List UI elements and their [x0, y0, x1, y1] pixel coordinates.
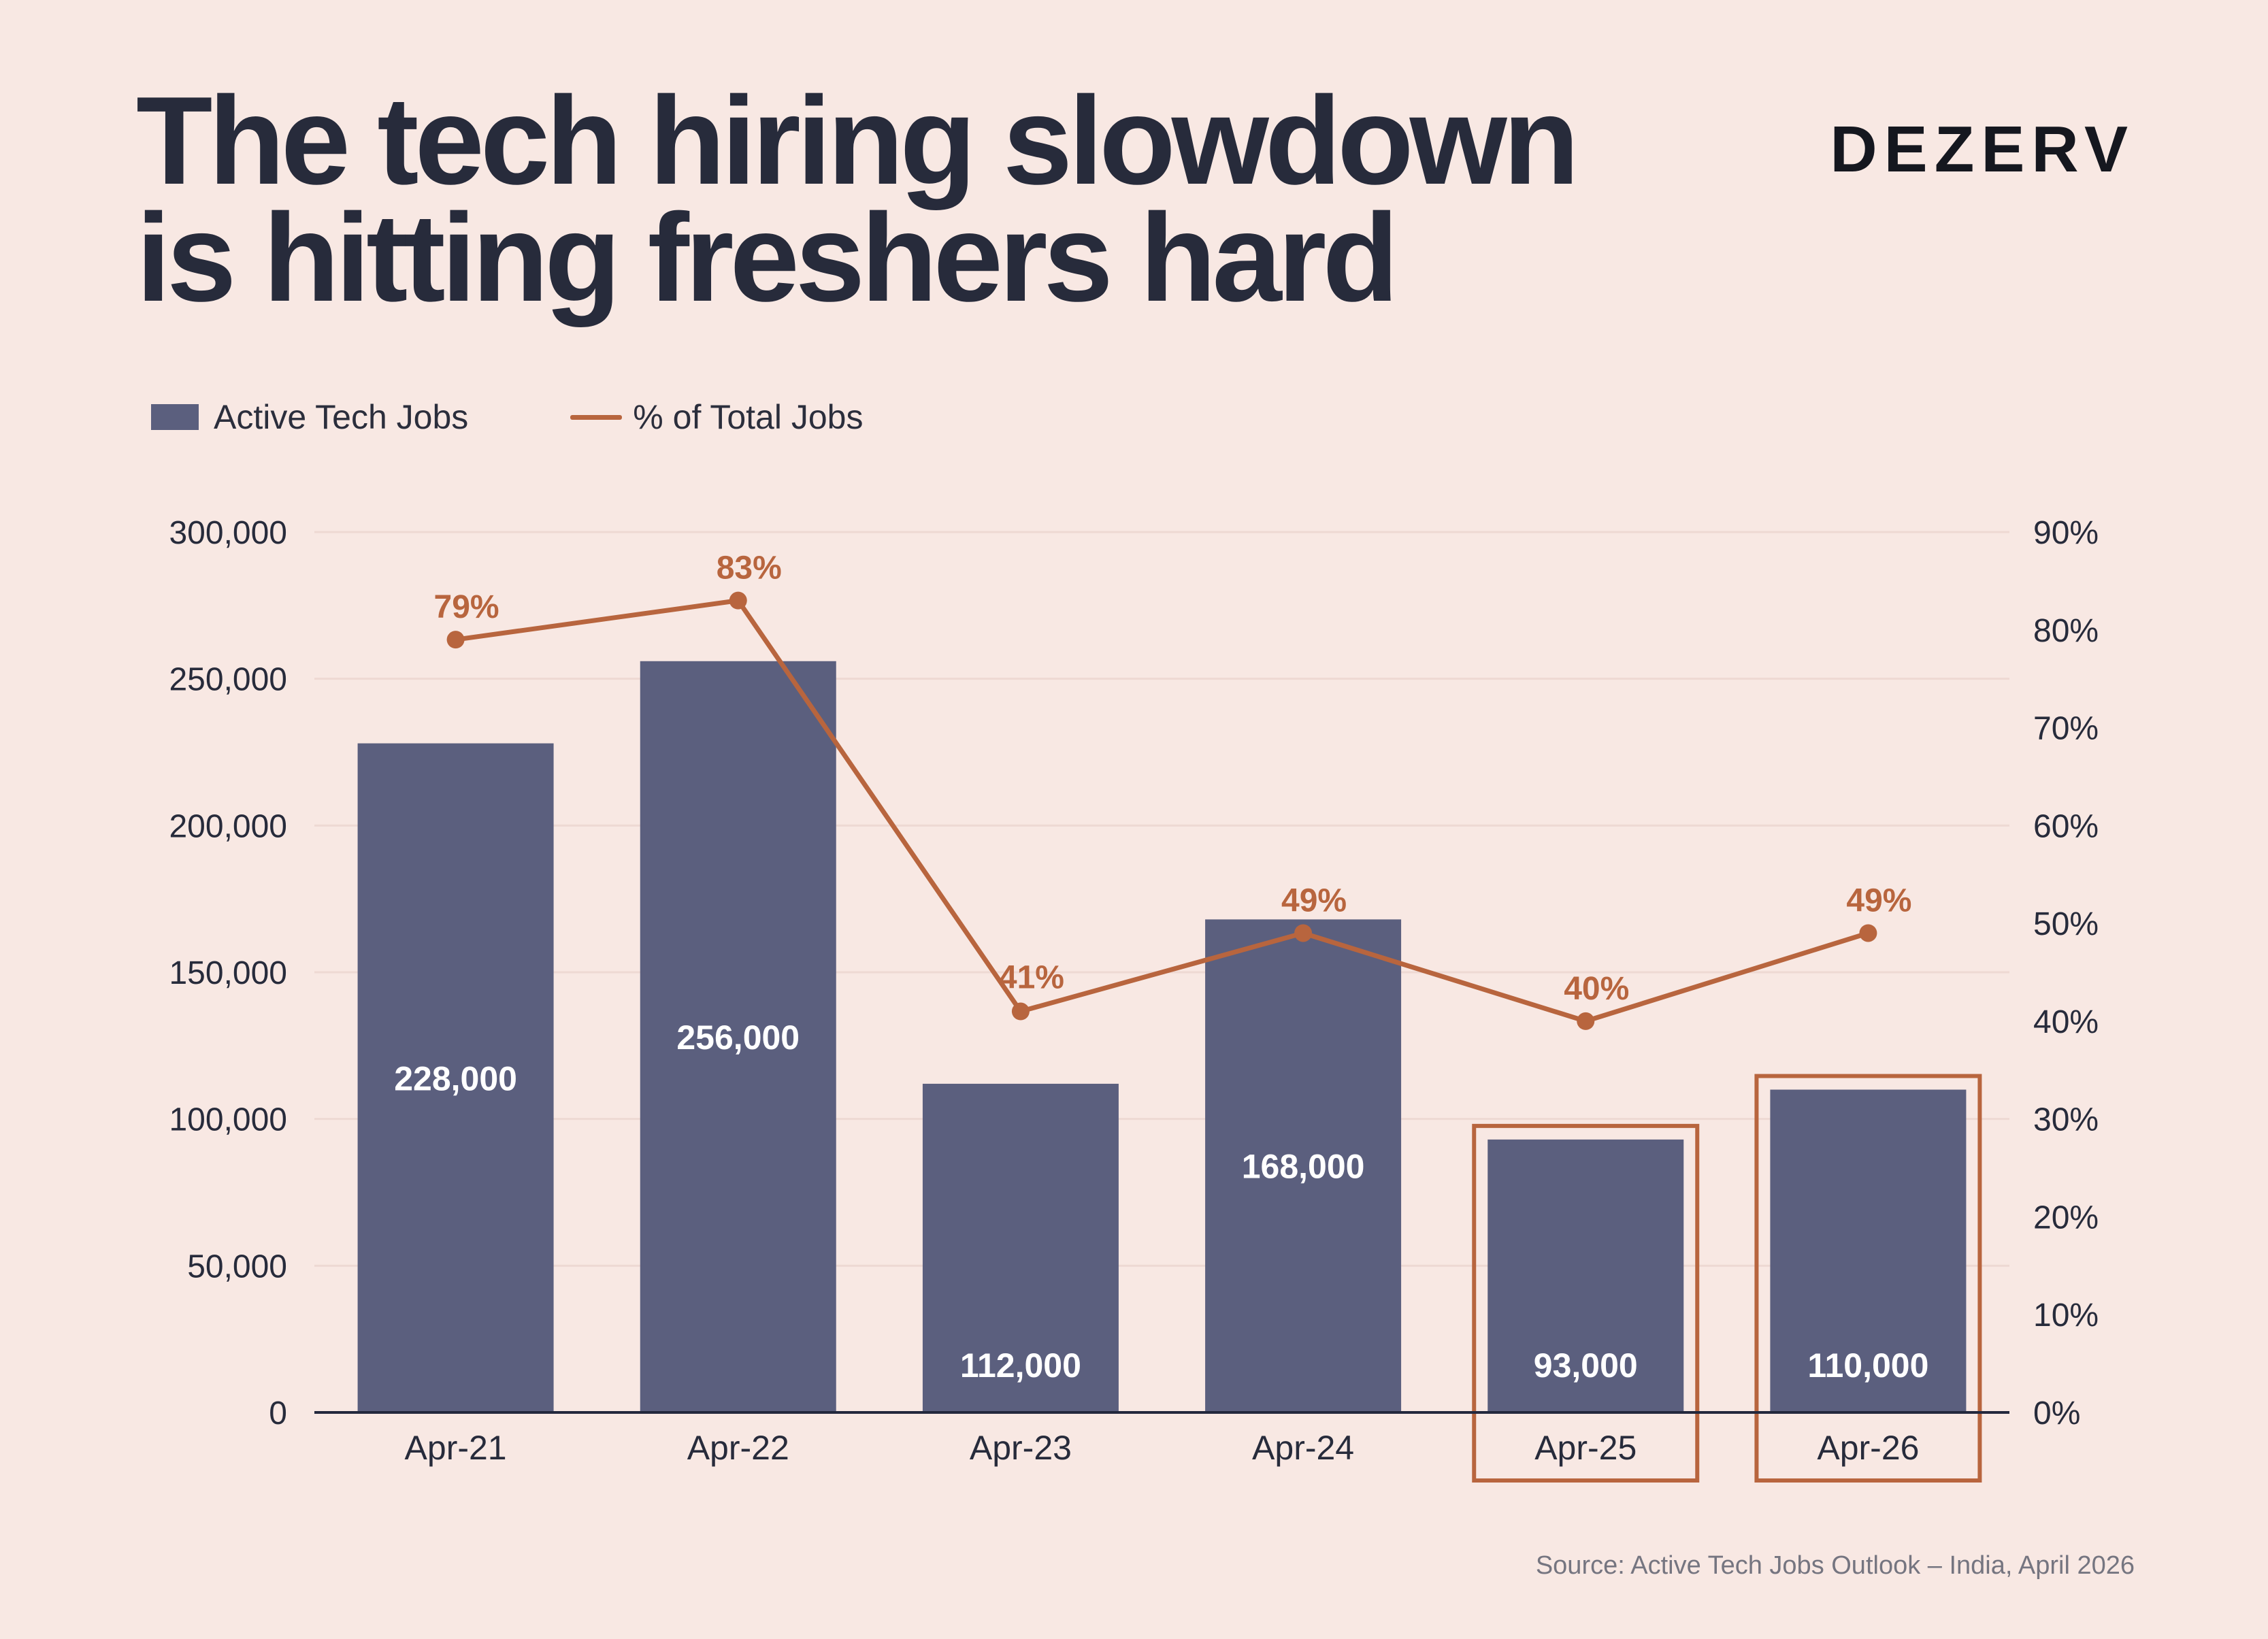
title-line-1: The tech hiring slowdown [136, 70, 1579, 210]
legend-line-swatch [570, 414, 623, 420]
y-right-tick-label: 30% [2033, 1102, 2099, 1138]
percent-line [455, 598, 1869, 1024]
percent-label: 40% [1564, 971, 1629, 1007]
y-left-tick-label: 150,000 [169, 955, 287, 991]
bar-value-label: 112,000 [960, 1346, 1081, 1385]
axes: 0 50,000 100,000 150,000 200,000 250,000 300,0… [169, 515, 2099, 1467]
y-left-tick-label: 300,000 [169, 515, 287, 551]
bar [640, 661, 836, 1413]
percent-label: 41% [999, 960, 1064, 996]
percent-label: 49% [1846, 882, 1911, 918]
percent-series-line [455, 598, 1869, 1024]
bar [357, 743, 554, 1412]
x-tick-label: Apr-24 [1252, 1429, 1354, 1467]
source-note: Source: Active Tech Jobs Outlook – India… [1535, 1551, 2135, 1580]
legend-item-bars: Active Tech Jobs [151, 397, 468, 437]
legend: Active Tech Jobs % of Total Jobs [151, 393, 863, 441]
y-left-tick-label: 100,000 [169, 1102, 287, 1138]
y-right-tick-label: 60% [2033, 808, 2099, 844]
percent-point [729, 591, 747, 610]
bar [922, 1083, 1119, 1412]
highlight-frames [1472, 1074, 1982, 1483]
percent-labels: 79% 83% 41% 49% 40% 49% [434, 550, 1912, 1007]
legend-bars-label: Active Tech Jobs [214, 398, 469, 436]
y-right-tick-label: 80% [2033, 613, 2099, 649]
bar-value-labels: 228,000 256,000 112,000 168,000 93,000 110,00… [394, 1019, 1928, 1385]
percent-points [446, 591, 1877, 1030]
y-left-tick-label: 0 [269, 1395, 287, 1431]
y-right-tick-label: 70% [2033, 711, 2099, 747]
y-right-tick-label: 0% [2033, 1395, 2080, 1431]
highlight-frame [1472, 1123, 1700, 1483]
x-tick-label: Apr-26 [1817, 1429, 1919, 1467]
highlight-frame [1754, 1074, 1982, 1483]
bar [1488, 1139, 1684, 1412]
chart-title: The tech hiring slowdown is hitting fres… [136, 70, 1837, 327]
bar-value-label: 93,000 [1534, 1346, 1638, 1385]
percent-point [1011, 1002, 1030, 1021]
gridlines [314, 531, 2009, 1267]
y-left-tick-label: 50,000 [187, 1248, 287, 1285]
legend-line-label: % of Total Jobs [633, 398, 864, 436]
y-right-tick-label: 90% [2033, 515, 2099, 551]
y-left-tick-label: 200,000 [169, 808, 287, 844]
legend-bar-swatch [151, 404, 199, 430]
y-right-tick-label: 20% [2033, 1199, 2099, 1236]
y-right-tick-label: 10% [2033, 1297, 2099, 1334]
x-tick-label: Apr-22 [687, 1429, 789, 1467]
bar-value-label: 110,000 [1807, 1346, 1928, 1385]
x-tick-label: Apr-21 [405, 1429, 507, 1467]
y-right-tick-label: 40% [2033, 1004, 2099, 1040]
percent-point [1859, 924, 1877, 942]
legend-item-line: % of Total Jobs [570, 397, 863, 437]
percent-point [1577, 1012, 1595, 1030]
brand-logo: DEZERV [1830, 113, 2135, 186]
combo-chart: 228,000 256,000 112,000 168,000 93,000 110,00… [169, 515, 2099, 1483]
bar [1770, 1089, 1967, 1412]
bar-value-label: 228,000 [394, 1059, 517, 1097]
title-line-2: is hitting freshers hard [136, 187, 1399, 327]
bar [1205, 919, 1402, 1412]
x-tick-label: Apr-23 [970, 1429, 1072, 1467]
percent-label: 83% [717, 550, 782, 586]
bars [357, 661, 1967, 1413]
x-tick-label: Apr-25 [1534, 1429, 1637, 1467]
bar-value-label: 168,000 [1242, 1148, 1365, 1186]
y-right-tick-label: 50% [2033, 906, 2099, 942]
bar-value-label: 256,000 [676, 1019, 800, 1057]
y-left-tick-label: 250,000 [169, 662, 287, 698]
percent-point [446, 631, 465, 649]
percent-label: 49% [1281, 882, 1347, 918]
percent-label: 79% [434, 589, 499, 625]
percent-point [1294, 924, 1313, 942]
